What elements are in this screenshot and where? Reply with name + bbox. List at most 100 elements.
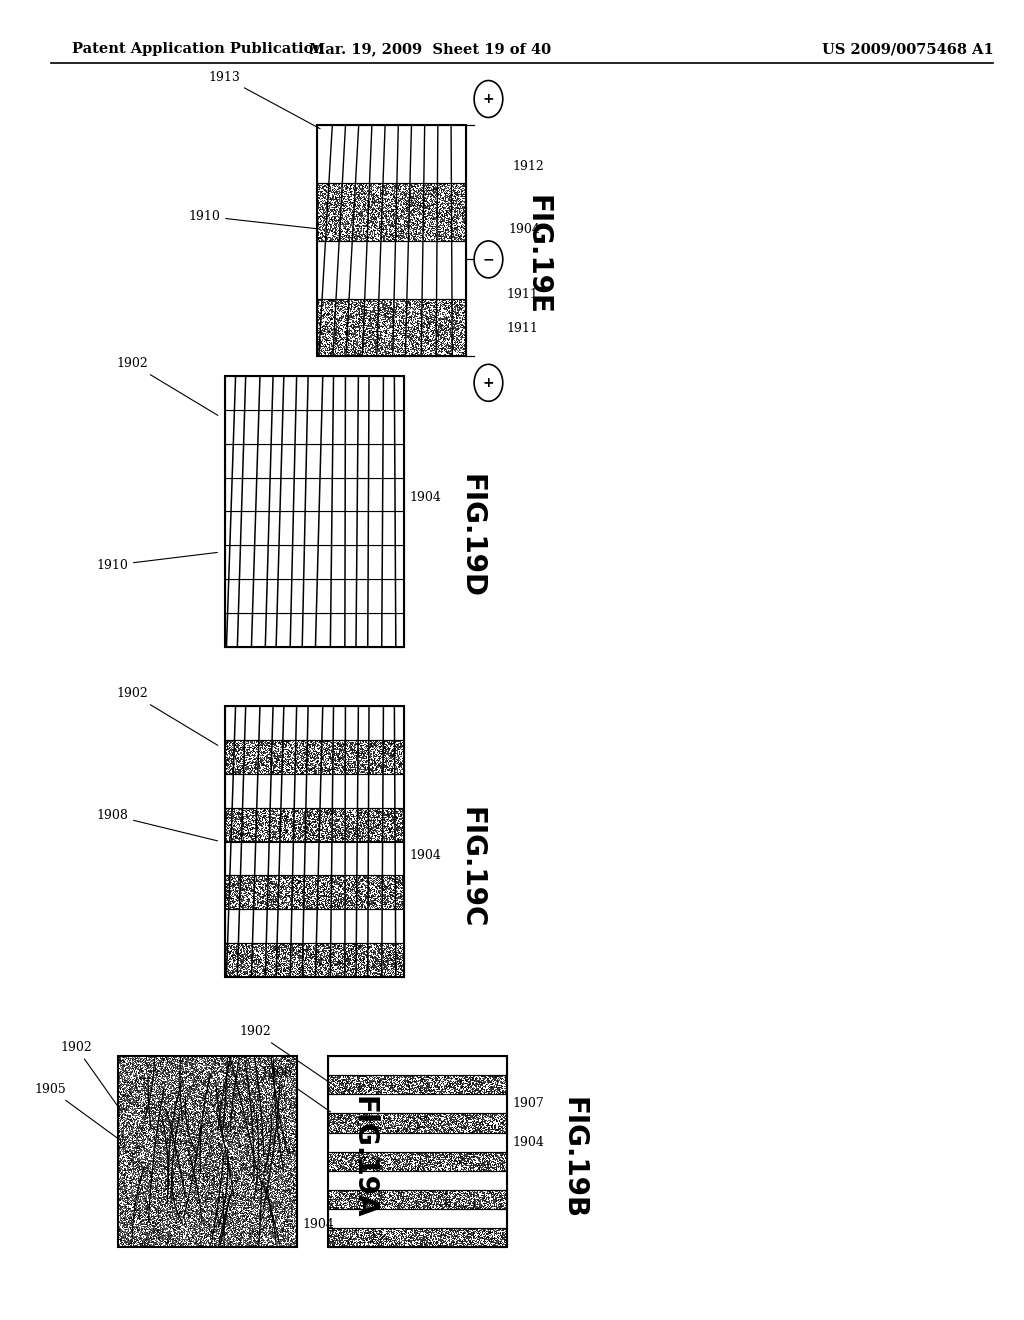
Point — [349, 805, 366, 826]
Point — [380, 948, 396, 969]
Point — [432, 297, 449, 318]
Point — [386, 195, 402, 216]
Point — [178, 1049, 195, 1071]
Point — [136, 1138, 153, 1159]
Point — [401, 1111, 418, 1133]
Point — [313, 808, 330, 829]
Point — [289, 1072, 305, 1093]
Point — [322, 748, 338, 770]
Point — [447, 1192, 464, 1213]
Point — [175, 1076, 191, 1097]
Point — [287, 830, 303, 851]
Point — [279, 1133, 295, 1154]
Point — [415, 1156, 431, 1177]
Point — [264, 1156, 281, 1177]
Point — [386, 205, 402, 226]
Point — [210, 1159, 226, 1180]
Point — [394, 335, 411, 356]
Point — [275, 1082, 292, 1104]
Point — [154, 1057, 170, 1078]
Point — [322, 892, 338, 913]
Point — [138, 1208, 155, 1229]
Point — [393, 800, 410, 821]
Point — [418, 176, 434, 197]
Point — [438, 1187, 455, 1208]
Point — [367, 1225, 383, 1246]
Point — [445, 1150, 462, 1171]
Point — [273, 809, 290, 830]
Point — [352, 1074, 369, 1096]
Point — [451, 1152, 467, 1173]
Point — [330, 750, 346, 771]
Point — [126, 1221, 142, 1242]
Point — [129, 1102, 145, 1123]
Point — [286, 1173, 302, 1195]
Point — [229, 876, 246, 898]
Point — [284, 1104, 300, 1125]
Point — [177, 1184, 194, 1205]
Point — [401, 1121, 418, 1142]
Point — [127, 1057, 143, 1078]
Point — [209, 1158, 225, 1179]
Point — [413, 215, 429, 236]
Point — [426, 1114, 442, 1135]
Point — [194, 1234, 210, 1255]
Point — [367, 1233, 383, 1254]
Point — [422, 202, 438, 223]
Point — [289, 829, 305, 850]
Point — [182, 1056, 199, 1077]
Point — [233, 867, 250, 888]
Point — [404, 1234, 421, 1255]
Point — [318, 197, 335, 218]
Point — [311, 953, 328, 974]
Point — [318, 739, 335, 760]
Point — [406, 1117, 422, 1138]
Point — [243, 896, 259, 917]
Point — [194, 1118, 210, 1139]
Point — [418, 1230, 434, 1251]
Point — [133, 1233, 150, 1254]
Point — [346, 1183, 362, 1204]
Point — [391, 899, 408, 920]
Point — [478, 1195, 495, 1216]
Point — [224, 826, 241, 847]
Point — [170, 1183, 186, 1204]
Point — [269, 758, 286, 779]
Point — [145, 1216, 162, 1237]
Point — [125, 1133, 141, 1154]
Point — [355, 223, 372, 244]
Point — [447, 227, 464, 248]
Point — [183, 1200, 200, 1221]
Point — [133, 1096, 150, 1117]
Point — [217, 1177, 233, 1199]
Point — [161, 1134, 177, 1155]
Point — [344, 956, 360, 977]
Point — [424, 297, 440, 318]
Point — [374, 1121, 390, 1142]
Point — [372, 801, 388, 822]
Point — [198, 1102, 214, 1123]
Point — [453, 1146, 469, 1167]
Point — [347, 742, 364, 763]
Point — [246, 735, 262, 756]
Point — [112, 1104, 128, 1125]
Point — [315, 305, 332, 326]
Point — [121, 1208, 137, 1229]
Point — [359, 1150, 376, 1171]
Point — [296, 800, 312, 821]
Point — [282, 1236, 298, 1257]
Point — [210, 1155, 226, 1176]
Point — [143, 1229, 160, 1250]
Point — [333, 1187, 349, 1208]
Point — [110, 1135, 126, 1156]
Point — [345, 1115, 361, 1137]
Point — [178, 1222, 195, 1243]
Point — [352, 326, 369, 347]
Point — [145, 1093, 162, 1114]
Point — [395, 763, 412, 784]
Point — [151, 1225, 167, 1246]
Point — [266, 1228, 283, 1249]
Point — [381, 202, 397, 223]
Point — [496, 1236, 512, 1257]
Point — [389, 950, 406, 972]
